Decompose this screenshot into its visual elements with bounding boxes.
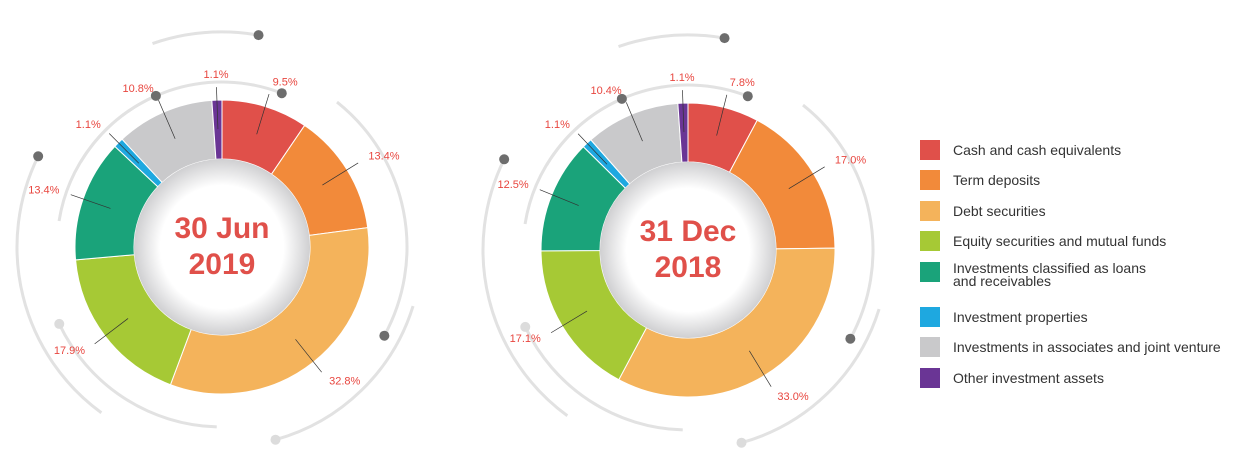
decoration-arc: [152, 32, 258, 44]
legend-swatch: [920, 307, 940, 327]
legend-swatch: [920, 201, 940, 221]
legend-label: Investment properties: [953, 309, 1088, 325]
decoration-dot: [54, 319, 64, 329]
legend-swatch: [920, 170, 940, 190]
value-label: 1.1%: [545, 119, 570, 131]
value-label: 1.1%: [670, 72, 695, 84]
decoration-dot: [254, 30, 264, 40]
legend-label: Investments in associates and joint vent…: [953, 339, 1221, 355]
center-label: 2018: [655, 251, 722, 284]
decoration-dot: [845, 334, 855, 344]
page: 9.5% 13.4% 32.8% 17.9% 13.4% 1.1% 10.8% 1.1% 30 …: [0, 0, 1254, 463]
center-label: 2019: [189, 248, 256, 281]
value-label: 13.4%: [368, 151, 399, 163]
decoration-dot: [743, 91, 753, 101]
legend-swatch: [920, 368, 940, 388]
legend-swatch: [920, 262, 940, 282]
legend-label: Debt securities: [953, 203, 1046, 219]
value-label: 12.5%: [497, 179, 528, 191]
value-label: 32.8%: [329, 375, 360, 387]
value-label: 17.0%: [835, 154, 866, 166]
decoration-dot: [270, 435, 280, 445]
value-label: 13.4%: [28, 185, 59, 197]
center-label: 30 Jun: [174, 212, 269, 245]
legend-swatch: [920, 140, 940, 160]
decoration-dot: [277, 88, 287, 98]
legend-swatch: [920, 337, 940, 357]
decoration-dot: [720, 33, 730, 43]
value-label: 1.1%: [204, 69, 229, 81]
decoration-dot: [520, 322, 530, 332]
legend-label: Equity securities and mutual funds: [953, 233, 1166, 249]
value-label: 10.4%: [590, 85, 621, 97]
decoration-arc: [618, 35, 724, 47]
value-label: 7.8%: [730, 77, 755, 89]
decoration-dot: [499, 154, 509, 164]
legend-swatch: [920, 231, 940, 251]
decoration-dot: [736, 438, 746, 448]
value-label: 17.1%: [510, 333, 541, 345]
legend-label: Cash and cash equivalents: [953, 142, 1121, 158]
center-label: 31 Dec: [640, 215, 737, 248]
legend-label: Other investment assets: [953, 370, 1104, 386]
value-label: 9.5%: [273, 77, 298, 89]
value-label: 1.1%: [76, 119, 101, 131]
value-label: 10.8%: [122, 83, 153, 95]
decoration-dot: [379, 331, 389, 341]
legend-label: Term deposits: [953, 172, 1040, 188]
value-label: 17.9%: [54, 345, 85, 357]
decoration-dot: [33, 151, 43, 161]
value-label: 33.0%: [777, 391, 808, 403]
